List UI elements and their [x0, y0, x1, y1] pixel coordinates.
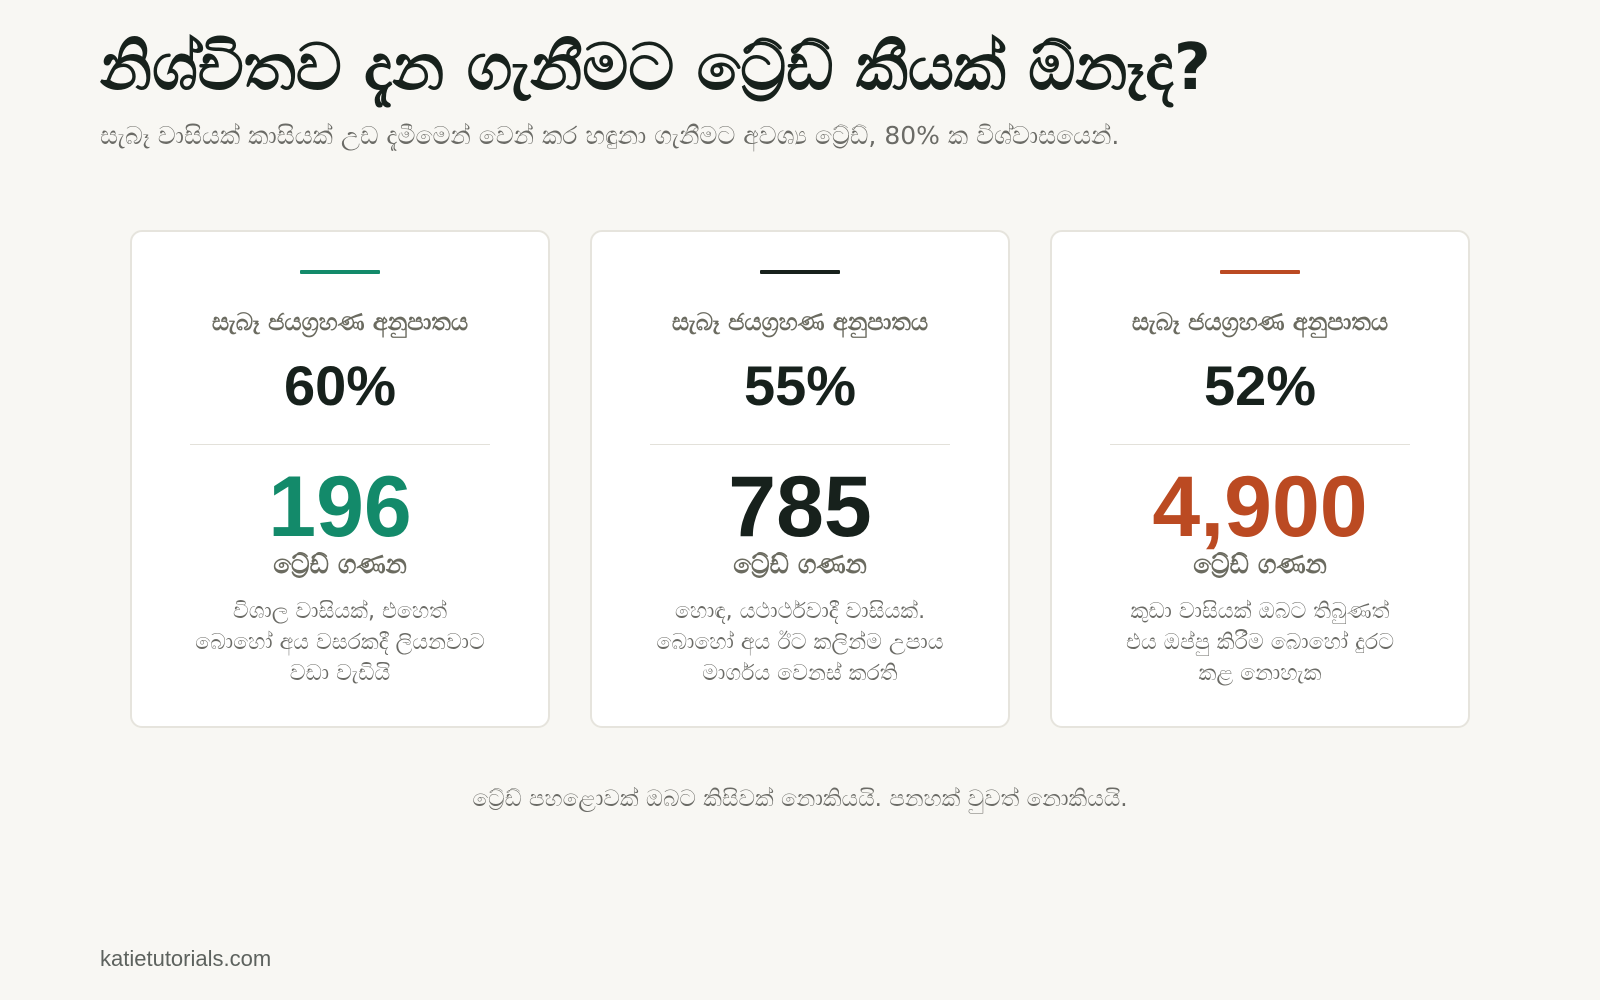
trade-count: 785: [728, 459, 872, 555]
trade-count: 4,900: [1152, 459, 1368, 555]
trade-count-label: ට්‍රේඩ් ගණන: [733, 550, 867, 580]
card-note: කුඩා වාසියක් ඔබට තිබුණත් එය ඔප්පු කිරීම …: [1125, 599, 1395, 686]
card-55-percent: සැබෑ ජයග්‍රහණ අනුපාතය 55% 785 ට්‍රේඩ් ගණ…: [590, 230, 1010, 728]
win-rate-label: සැබෑ ජයග්‍රහණ අනුපාතය: [211, 308, 469, 336]
win-rate-value: 55%: [743, 354, 857, 417]
win-rate-value: 60%: [283, 354, 397, 417]
card-divider: [650, 444, 950, 445]
card-60-percent: සැබෑ ජයග්‍රහණ අනුපාතය 60% 196 ට්‍රේඩ් ගණ…: [130, 230, 550, 728]
page-subtitle: සැබෑ වාසියක් කාසියක් උඩ දැමීමෙන් වෙන් කර…: [100, 121, 1120, 150]
win-rate-label: සැබෑ ජයග්‍රහණ අනුපාතය: [671, 308, 929, 336]
trade-count-label: ට්‍රේඩ් ගණන: [273, 550, 407, 580]
card-note: හොඳ, යථාර්ථවාදී වාසියක්. බොහෝ අය ඊට කලින…: [656, 599, 944, 686]
win-rate-label: සැබෑ ජයග්‍රහණ අනුපාතය: [1131, 308, 1389, 336]
card-52-percent: සැබෑ ජයග්‍රහණ අනුපාතය 52% 4,900 ට්‍රේඩ් …: [1050, 230, 1470, 728]
win-rate-value: 52%: [1203, 354, 1317, 417]
card-divider: [190, 444, 490, 445]
card-note: විශාල වාසියක්, එහෙත් බොහෝ අය වසරකදී ලියන…: [195, 599, 485, 686]
footer-message: ට්‍රේඩ් පහළොවක් ඔබට කිසිවක් නොකියයි. පනහ…: [472, 786, 1128, 812]
accent-line: [760, 270, 840, 274]
trade-count-label: ට්‍රේඩ් ගණන: [1193, 550, 1327, 580]
trade-count: 196: [268, 459, 412, 555]
card-grid: සැබෑ ජයග්‍රහණ අනුපාතය 60% 196 ට්‍රේඩ් ගණ…: [130, 230, 1470, 730]
site-link[interactable]: katietutorials.com: [100, 946, 272, 971]
accent-line: [1220, 270, 1300, 274]
page-title: නිශ්චිතව දැන ගැනීමට ට්‍රේඩ් කීයක් ඕනෑද?: [100, 31, 1211, 105]
accent-line: [300, 270, 380, 274]
card-divider: [1110, 444, 1410, 445]
